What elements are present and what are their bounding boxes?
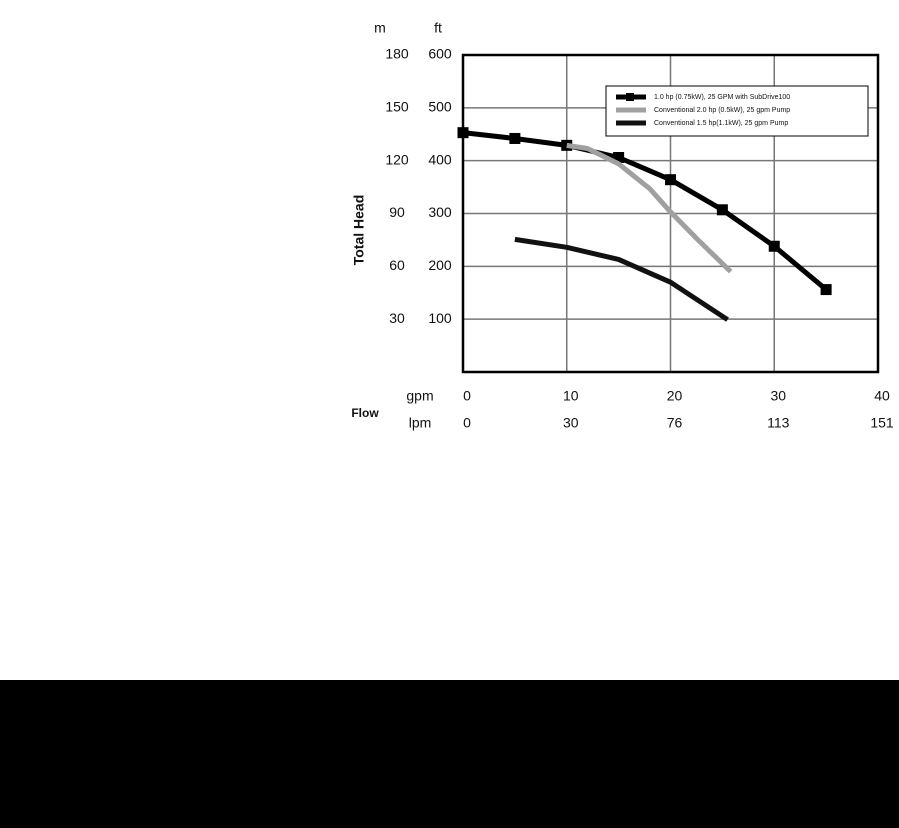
- x2-unit: lpm: [409, 415, 432, 431]
- y2-tick-label: 180: [385, 46, 409, 62]
- legend-marker: [626, 93, 634, 101]
- marker: [768, 240, 780, 252]
- y-tick-label: 200: [428, 257, 452, 273]
- plot-frame: [461, 53, 880, 374]
- x2-tick-label: 151: [870, 415, 894, 431]
- marker: [457, 127, 469, 139]
- series-line: [514, 236, 729, 322]
- y-unit: ft: [434, 20, 442, 36]
- y-tick-label: 300: [428, 204, 452, 220]
- y-tick-label: 100: [428, 310, 452, 326]
- y-tick-label: 500: [428, 99, 452, 115]
- marker: [820, 284, 832, 296]
- marker: [665, 174, 676, 186]
- marker: [716, 204, 728, 216]
- legend-label: 1.0 hp (0.75kW), 25 GPM with SubDrive100: [654, 94, 790, 101]
- x-tick-label: 0: [463, 388, 471, 404]
- y-axis-title: Total Head: [351, 195, 367, 266]
- series-line: [462, 130, 828, 292]
- y2-tick-label: 150: [385, 99, 409, 115]
- x2-tick-label: 113: [767, 415, 790, 431]
- y2-tick-label: 30: [389, 310, 405, 326]
- x-tick-label: 30: [770, 388, 786, 404]
- y2-tick-label: 60: [389, 257, 405, 273]
- legend-label: Conventional 1.5 hp(1.1kW), 25 gpm Pump: [654, 120, 788, 127]
- x-axis-title: Flow: [351, 406, 379, 420]
- y-tick-label: 600: [428, 46, 452, 62]
- series-line: [566, 142, 733, 274]
- x-tick-label: 10: [563, 388, 579, 404]
- x2-tick-label: 76: [667, 415, 683, 431]
- y2-tick-label: 90: [389, 204, 405, 220]
- black-band: [0, 680, 899, 828]
- x-unit: gpm: [406, 388, 433, 404]
- y2-tick-label: 120: [385, 151, 409, 167]
- marker: [509, 132, 521, 144]
- x2-tick-label: 30: [563, 415, 579, 431]
- x-tick-label: 20: [667, 388, 683, 404]
- y2-unit: m: [374, 20, 386, 36]
- marker: [613, 151, 625, 163]
- x2-tick-label: 0: [463, 415, 471, 431]
- legend-label: Conventional 2.0 hp (0.5kW), 25 gpm Pump: [654, 107, 790, 114]
- legend-box: [605, 85, 869, 137]
- x-tick-label: 40: [874, 388, 890, 404]
- y-tick-label: 400: [428, 151, 452, 167]
